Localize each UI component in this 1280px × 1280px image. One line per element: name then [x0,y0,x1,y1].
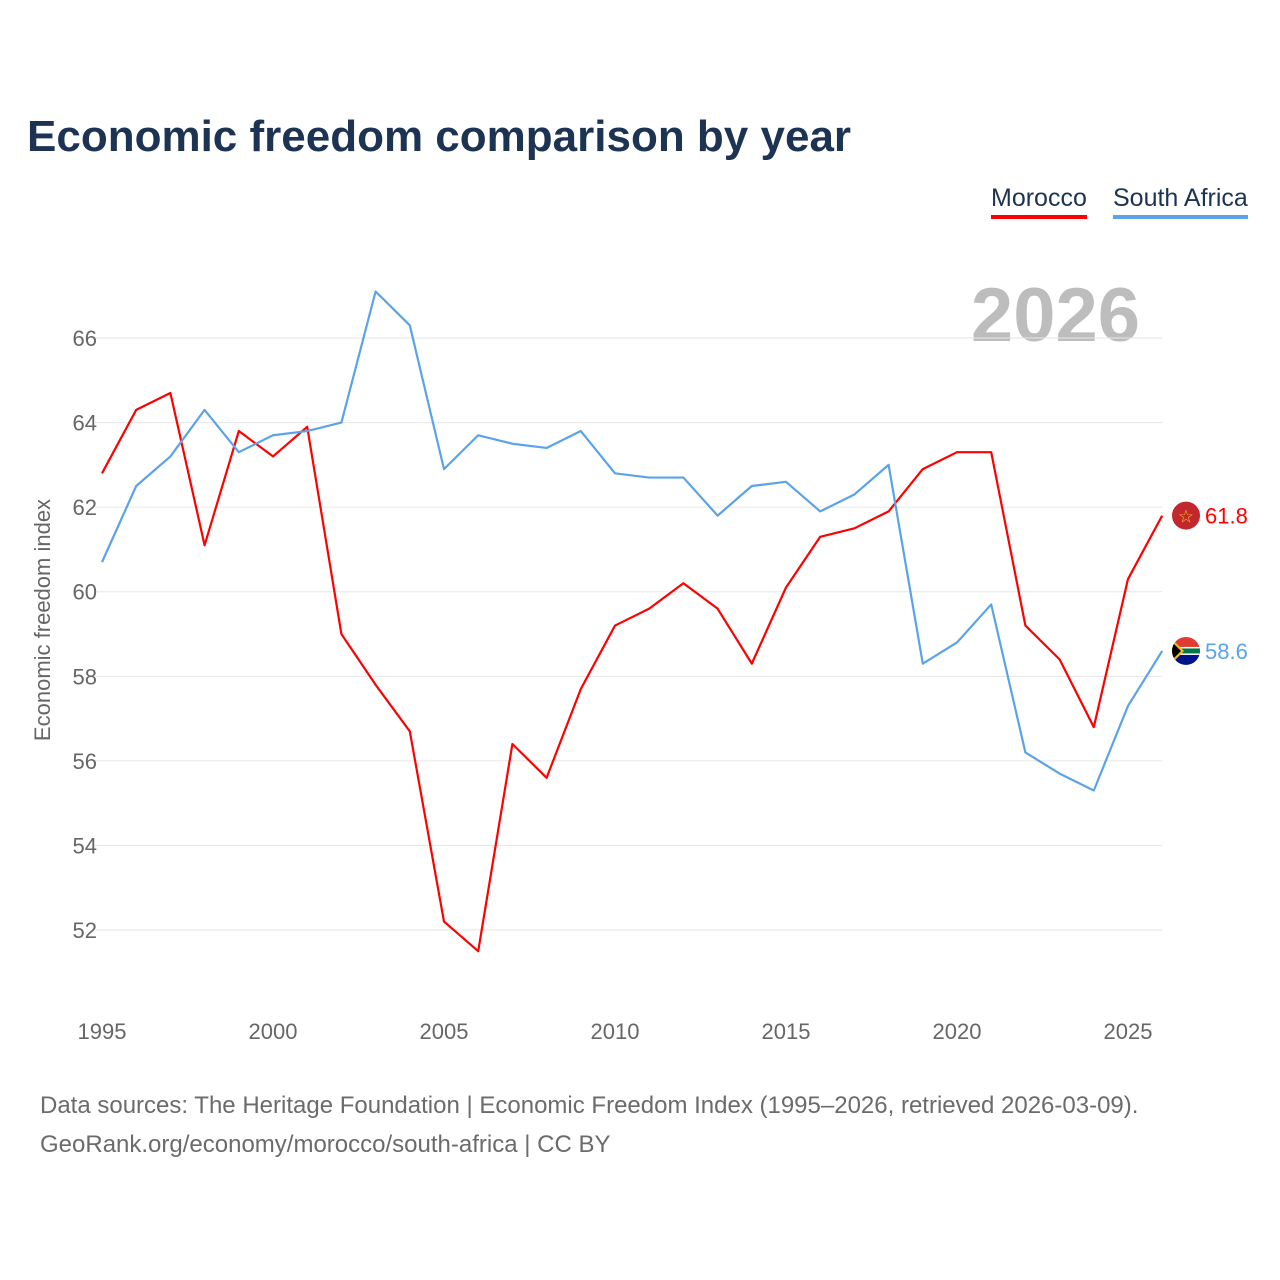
x-tick-label: 2000 [249,1019,298,1044]
footer: Data sources: The Heritage Foundation | … [40,1086,1138,1164]
chart-title: Economic freedom comparison by year [27,112,852,161]
series-line-south-africa [100,290,1164,792]
year-watermark: 2026 [971,273,1140,358]
end-value-label: 61.8 [1205,504,1248,529]
y-tick-label: 58 [73,664,97,689]
attribution-text[interactable]: GeoRank.org/economy/morocco/south-africa… [40,1131,611,1158]
y-tick-label: 60 [73,580,97,605]
morocco-flag-icon [1172,501,1200,530]
y-tick-label: 62 [73,495,97,520]
source-text: Data sources: The Heritage Foundation | … [40,1092,1139,1119]
x-tick-label: 2020 [933,1019,982,1044]
end-value-label: 58.6 [1205,639,1248,664]
legend-south-africa[interactable]: South Africa [1113,184,1248,219]
south-africa-flag-icon [1172,636,1200,665]
x-tick-label: 2025 [1104,1019,1153,1044]
y-tick-label: 54 [73,833,97,858]
y-tick-label: 56 [73,749,97,774]
y-tick-label: 66 [73,326,97,351]
y-axis-label: Economic freedom index [30,499,55,741]
x-tick-label: 1995 [78,1019,127,1044]
star-icon: ☆ [1178,507,1194,527]
series-line-morocco [101,391,1164,953]
x-tick-label: 2015 [762,1019,811,1044]
x-tick-label: 2010 [591,1019,640,1044]
legend-morocco[interactable]: Morocco [991,184,1087,219]
y-tick-label: 64 [73,411,97,436]
x-tick-label: 2005 [420,1019,469,1044]
y-tick-label: 52 [73,918,97,943]
